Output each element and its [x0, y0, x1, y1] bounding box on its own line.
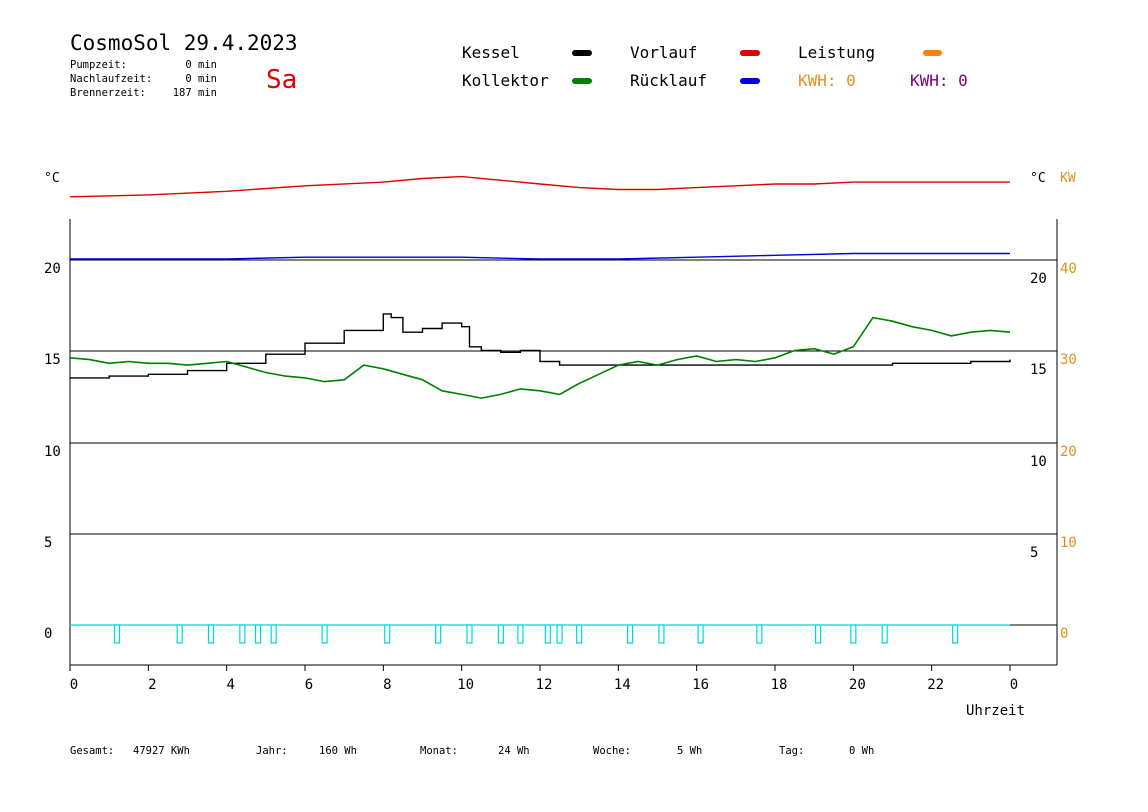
pump-pulse	[113, 624, 121, 644]
plot-frame	[69, 219, 1058, 666]
left-tick-10: 10	[44, 444, 61, 460]
x-tick-label: 22	[927, 677, 944, 693]
footer-value-tag: 0 Wh	[849, 745, 874, 757]
legend: Kessel Kollektor Vorlauf Rücklauf Leistu…	[462, 43, 968, 90]
pump-pulse	[850, 624, 857, 644]
x-tick-label: 0	[70, 677, 78, 693]
left-tick-5: 5	[44, 535, 52, 551]
pump-pulse	[658, 624, 665, 644]
footer-label-woche: Woche:	[593, 745, 631, 757]
footer-value-woche: 5 Wh	[677, 745, 702, 757]
x-tick-label: 10	[457, 677, 474, 693]
kw-tick-30: 30	[1060, 352, 1077, 368]
series-layer	[69, 175, 1011, 399]
pump-pulse	[814, 624, 822, 644]
legend-label-vorlauf: Vorlauf	[630, 43, 697, 62]
x-tick-label: 4	[226, 677, 234, 693]
kw-tick-labels: 40 30 20 10 0	[1060, 261, 1077, 642]
pump-pulse	[254, 624, 262, 644]
pump-pulse	[321, 624, 328, 644]
x-tick-label: 18	[771, 677, 788, 693]
stat-value-pumpzeit: 0 min	[185, 59, 217, 71]
pump-pulse	[207, 624, 215, 644]
pump-pulse	[556, 624, 563, 644]
series-line-kollektor	[69, 316, 1011, 399]
pump-pulse	[384, 624, 391, 644]
left-tick-0: 0	[44, 626, 52, 642]
footer-stats: Gesamt: 47927 KWh Jahr: 160 Wh Monat: 24…	[70, 745, 874, 757]
right-tick-labels: 20 15 10 5	[1030, 271, 1047, 561]
series-line-ruecklauf	[70, 252, 1010, 260]
footer-value-jahr: 160 Wh	[319, 745, 357, 757]
x-tick-label: 0	[1010, 677, 1018, 693]
day-label: Sa	[266, 65, 297, 95]
stat-label-brennerzeit: Brennerzeit:	[70, 87, 146, 99]
right-tick-5: 5	[1030, 545, 1038, 561]
footer-label-monat: Monat:	[420, 745, 458, 757]
x-tick-label: 12	[536, 677, 553, 693]
left-tick-20: 20	[44, 261, 61, 277]
legend-label-leistung: Leistung	[798, 43, 875, 62]
right-unit-label: °C	[1030, 171, 1046, 186]
stat-value-nachlaufzeit: 0 min	[185, 73, 217, 85]
kw-tick-10: 10	[1060, 535, 1077, 551]
left-tick-labels: 20 15 10 5 0	[44, 261, 61, 642]
kw-tick-0: 0	[1060, 626, 1068, 642]
pump-pulse	[466, 624, 473, 644]
stat-value-brennerzeit: 187 min	[173, 87, 217, 99]
gridlines	[70, 259, 1057, 626]
series-line-kessel	[70, 313, 1011, 379]
x-ticks: 0 2 4 6 8 10 12 14 16 18 20 22 0	[69, 665, 1018, 693]
stat-label-pumpzeit: Pumpzeit:	[70, 59, 127, 71]
pump-pulse-layer	[70, 624, 1010, 644]
pump-pulse	[497, 624, 504, 644]
kw-tick-20: 20	[1060, 444, 1077, 460]
stat-label-nachlaufzeit: Nachlaufzeit:	[70, 73, 152, 85]
legend-label-ruecklauf: Rücklauf	[630, 71, 707, 90]
x-tick-label: 14	[614, 677, 631, 693]
pump-pulse	[176, 624, 183, 644]
kw-unit-label: KW	[1060, 171, 1076, 186]
right-tick-15: 15	[1030, 362, 1047, 378]
series-line-vorlauf	[69, 175, 1010, 198]
footer-label-gesamt: Gesamt:	[70, 745, 114, 757]
x-tick-label: 2	[148, 677, 156, 693]
pump-pulse	[239, 624, 246, 644]
page-title: CosmoSol 29.4.2023	[70, 31, 298, 55]
x-tick-label: 6	[305, 677, 313, 693]
x-tick-label: 16	[692, 677, 709, 693]
pump-pulse	[881, 624, 888, 644]
header-stats: Pumpzeit: 0 min Nachlaufzeit: 0 min Bren…	[70, 59, 217, 99]
footer-value-gesamt: 47927 KWh	[133, 745, 190, 757]
right-tick-10: 10	[1030, 454, 1047, 470]
pump-pulse	[435, 624, 442, 644]
footer-label-tag: Tag:	[779, 745, 804, 757]
kw-tick-40: 40	[1060, 261, 1077, 277]
left-tick-15: 15	[44, 352, 61, 368]
kwh-purple: KWH: 0	[910, 71, 968, 90]
pump-pulse	[952, 624, 959, 644]
pump-pulse	[544, 624, 551, 644]
left-unit-label: °C	[44, 171, 60, 186]
x-tick-label: 8	[383, 677, 391, 693]
pump-pulse	[517, 624, 524, 644]
x-tick-label: 20	[849, 677, 866, 693]
footer-label-jahr: Jahr:	[256, 745, 288, 757]
pump-pulse	[626, 624, 634, 644]
footer-value-monat: 24 Wh	[498, 745, 530, 757]
legend-label-kollektor: Kollektor	[462, 71, 549, 90]
pump-pulse	[697, 624, 704, 644]
x-axis-label: Uhrzeit	[966, 703, 1025, 719]
kwh-orange: KWH: 0	[798, 71, 856, 90]
pump-pulse	[756, 624, 763, 644]
pump-pulse	[270, 624, 277, 644]
pump-pulse	[576, 624, 583, 644]
right-tick-20: 20	[1030, 271, 1047, 287]
legend-label-kessel: Kessel	[462, 43, 520, 62]
